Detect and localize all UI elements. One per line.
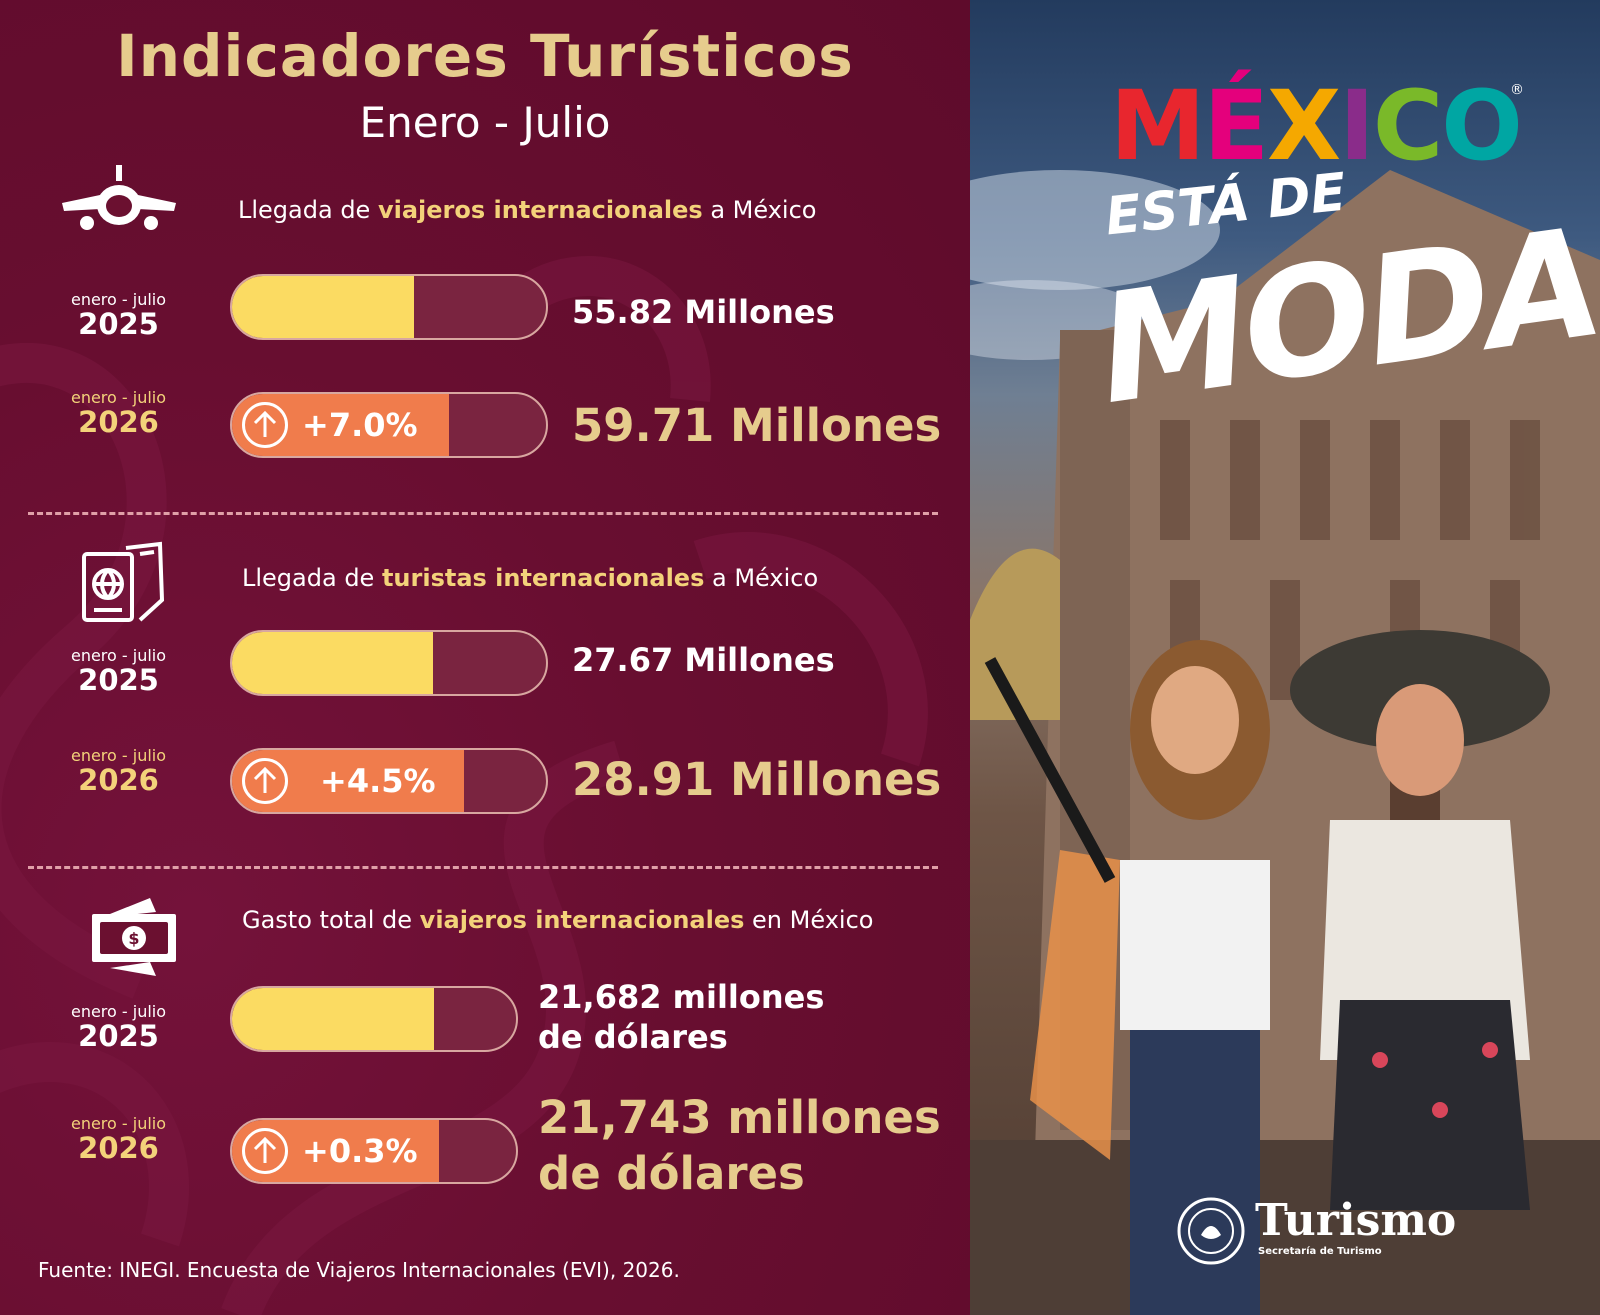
section-heading: Gasto total de viajeros internacionales … [242,906,874,934]
section-divider [28,512,938,515]
government-seal-icon [1177,1197,1245,1265]
period-label-2026: enero - julio 2026 [70,1114,167,1165]
value-2026: 59.71 Millones [572,399,942,452]
value-2025-line1: 21,682 millones [538,978,825,1016]
logo-letter: C [1372,70,1443,182]
bar-fill [232,988,434,1050]
arrow-up-icon [242,758,288,804]
period-label-2026: enero - julio 2026 [70,388,167,439]
period-label-2025: enero - julio 2025 [70,290,167,341]
period-label-2026: enero - julio 2026 [70,746,167,797]
logo-letter: M [1110,70,1206,182]
bar-fill [232,632,433,694]
section-divider [28,866,938,869]
page-subtitle: Enero - Julio [359,98,611,147]
cathedral-photo [970,170,1600,1315]
progress-bar-2025 [230,986,518,1052]
value-2025: 27.67 Millones [572,641,835,679]
value-2026: 28.91 Millones [572,753,942,806]
source-note: Fuente: INEGI. Encuesta de Viajeros Inte… [38,1258,680,1282]
change-badge: +7.0% [242,394,418,456]
change-percent: +0.3% [302,1132,418,1170]
logo-letter: O [1441,70,1523,182]
airplane-icon [62,165,176,230]
value-2025: 55.82 Millones [572,293,835,331]
arrow-up-icon [242,402,288,448]
brand-photo-panel: MÉXICO ® ESTÁ DE MODA Turismo Secretaría… [970,0,1600,1315]
logo-letter: X [1267,70,1341,182]
progress-bar-2025 [230,630,548,696]
infographic-panel: Indicadores Turísticos Enero - Julio Lle… [0,0,970,1315]
money-bill-icon: $ [92,898,176,976]
progress-bar-2026: +4.5% [230,748,548,814]
background-swirl-pattern [0,0,970,1315]
section-heading: Llegada de viajeros internacionales a Mé… [238,196,817,224]
change-badge: +0.3% [242,1120,418,1182]
progress-bar-2026: +7.0% [230,392,548,458]
mexico-logo: MÉXICO [1110,70,1523,182]
svg-text:$: $ [128,929,139,948]
change-badge: +4.5% [242,750,436,812]
period-label-2025: enero - julio 2025 [70,646,167,697]
change-percent: +7.0% [302,406,418,444]
registered-mark: ® [1510,82,1524,98]
bar-fill [232,276,415,338]
section-heading: Llegada de turistas internacionales a Mé… [242,564,819,592]
value-2026-line2: de dólares [538,1147,805,1200]
period-label-2025: enero - julio 2025 [70,1002,167,1053]
value-2025-line2: de dólares [538,1018,728,1056]
change-percent: +4.5% [320,762,436,800]
logo-letter: I [1339,70,1375,182]
progress-bar-2026: +0.3% [230,1118,518,1184]
logo-letter: É [1203,70,1270,182]
page-title: Indicadores Turísticos [116,22,854,90]
progress-bar-2025 [230,274,548,340]
value-2026-line1: 21,743 millones [538,1091,941,1144]
org-subtitle: Secretaría de Turismo [1258,1246,1382,1257]
arrow-up-icon [242,1128,288,1174]
org-name: Turismo [1255,1195,1457,1246]
passport-ticket-icon [82,541,165,622]
